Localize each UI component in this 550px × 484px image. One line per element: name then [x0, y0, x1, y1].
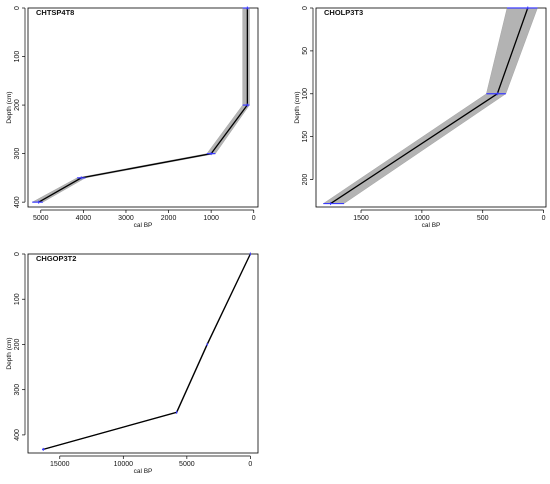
plot-frame — [315, 7, 547, 208]
median-age-depth-line — [38, 8, 249, 203]
x-tick-label: 4000 — [76, 215, 92, 222]
median-age-depth-line — [43, 253, 251, 451]
y-tick-label: 150 — [302, 131, 309, 143]
y-tick-label: 0 — [302, 6, 309, 10]
y-tick-label: 100 — [302, 88, 309, 100]
panel-chgop3t2: 15000 10000 5000 0 cal BP 0 100 200 300 400 Depth … — [6, 252, 259, 475]
median-age-depth-line — [330, 7, 529, 205]
y-tick-label: 400 — [14, 196, 21, 208]
uncertainty-envelope — [322, 7, 538, 204]
y-axis-label: Depth (cm) — [6, 91, 13, 123]
x-axis-label: cal BP — [422, 222, 441, 229]
panel-title: CHOLP3T3 — [324, 8, 363, 17]
x-axis-label: cal BP — [134, 222, 153, 229]
x-tick-label: 2000 — [161, 215, 177, 222]
panel-title: CHGOP3T2 — [36, 254, 76, 263]
y-tick-label: 400 — [14, 429, 21, 441]
y-tick-label: 50 — [302, 47, 309, 55]
y-tick-label: 0 — [14, 6, 21, 10]
x-tick-label: 15000 — [50, 461, 70, 468]
x-tick-label: 5000 — [179, 461, 195, 468]
y-axis-label: Depth (cm) — [6, 337, 13, 369]
plot-frame — [27, 253, 259, 454]
x-tick-label: 10000 — [114, 461, 134, 468]
x-tick-label: 3000 — [118, 215, 134, 222]
y-tick-label: 100 — [14, 293, 21, 305]
uncertainty-envelope — [32, 7, 250, 203]
x-tick-label: 1000 — [414, 215, 430, 222]
y-tick-label: 300 — [14, 384, 21, 396]
x-tick-label: 1500 — [353, 215, 369, 222]
plot-frame — [27, 7, 259, 208]
x-tick-label: 0 — [252, 215, 256, 222]
y-tick-label: 0 — [14, 252, 21, 256]
y-tick-label: 200 — [302, 174, 309, 186]
uncertainty-envelope — [41, 253, 251, 450]
x-tick-label: 5000 — [33, 215, 49, 222]
x-tick-label: 0 — [248, 461, 252, 468]
x-axis-label: cal BP — [134, 468, 153, 475]
y-tick-label: 100 — [14, 51, 21, 63]
panel-cholp3t3: 1500 1000 500 0 cal BP 0 50 100 150 200 Depth (cm)… — [294, 6, 547, 229]
x-tick-label: 1000 — [203, 215, 219, 222]
panel-title: CHTSP4T8 — [36, 8, 74, 17]
y-axis-label: Depth (cm) — [294, 91, 301, 123]
x-tick-label: 500 — [477, 215, 489, 222]
y-tick-label: 300 — [14, 148, 21, 160]
y-tick-label: 200 — [14, 339, 21, 351]
panel-chtsp4t8: 5000 4000 3000 2000 1000 0 cal BP 0 100 200 300 400… — [6, 6, 259, 229]
x-tick-label: 0 — [542, 215, 546, 222]
y-tick-label: 200 — [14, 99, 21, 111]
